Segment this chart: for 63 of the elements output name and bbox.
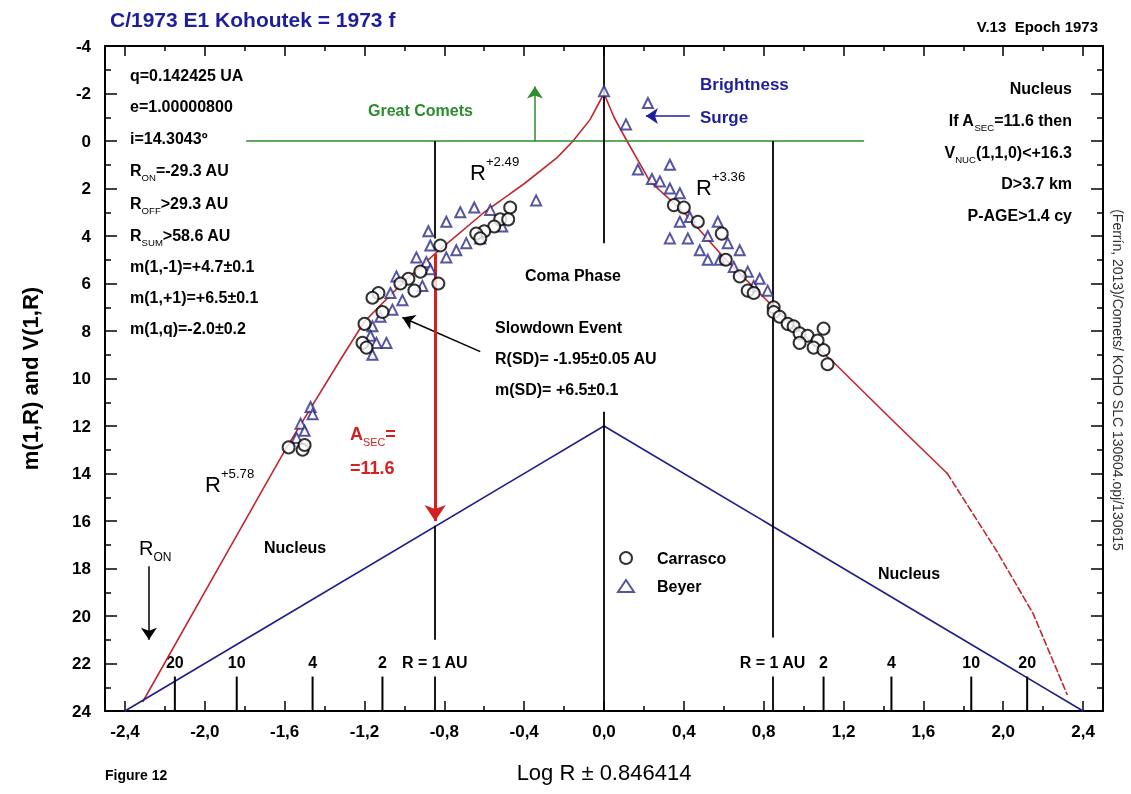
y-tick-label: 22 xyxy=(72,654,91,673)
annotation: R = 1 AU xyxy=(739,653,806,671)
y-tick-label: 20 xyxy=(72,606,91,626)
annotation: m(1,-1)=+4.7±0.1 xyxy=(130,257,255,275)
annotation: m(1,q)=-2.0±0.2 xyxy=(130,319,247,337)
annotation: Nucleus xyxy=(878,564,941,582)
x-tick-label: 0,4 xyxy=(672,722,697,741)
y-tick-label: 0 xyxy=(81,131,91,151)
y-tick-label: 24 xyxy=(72,701,92,721)
annotation: 20 xyxy=(165,653,184,671)
y-tick-label: 2 xyxy=(81,179,91,198)
text: (Ferrín, 2013)/Comets/ KOHO SLC 130604.opj/130615 xyxy=(1110,209,1126,552)
annotation: q=0.142425 UA xyxy=(130,66,244,84)
y-axis-title: m(1,R) and V(1,R) xyxy=(17,286,43,471)
y-tick-label: -4 xyxy=(75,36,92,56)
annotation: e=1.00000800 xyxy=(130,97,233,115)
caption: Figure 12 xyxy=(105,767,168,783)
annotation: 4 xyxy=(886,653,896,671)
annotation: Great Comets xyxy=(368,101,474,119)
x-tick-label: -2,0 xyxy=(190,722,220,741)
y-tick-label: 12 xyxy=(72,416,91,436)
x-tick-label: 0,0 xyxy=(592,722,616,741)
annotation: m(SD)= +6.5±0.1 xyxy=(495,380,619,398)
x-axis-title: Log R ± 0.846414 xyxy=(516,759,692,785)
annotation: Nucleus xyxy=(1009,79,1073,97)
annotation: Brightness Surge xyxy=(700,75,789,127)
x-tick-label: 1,2 xyxy=(831,722,856,741)
annotation: 10 xyxy=(227,653,246,671)
x-tick-label: 2,0 xyxy=(991,722,1016,741)
annotation: 2 xyxy=(819,653,829,671)
annotation: P-AGE>1.4 cy xyxy=(967,206,1073,224)
x-tick-label: -2,4 xyxy=(110,722,141,741)
annotation: Nucleus xyxy=(264,538,327,556)
legend-label: Beyer xyxy=(657,577,702,595)
y-tick-label: 6 xyxy=(81,274,91,293)
annotation: Slowdown Event xyxy=(495,318,623,336)
x-tick-label: 1,6 xyxy=(911,722,936,741)
x-tick-label: 2,4 xyxy=(1071,722,1096,741)
y-tick-label: -2 xyxy=(75,84,91,103)
annotation: m(1,+1)=+6.5±0.1 xyxy=(130,288,259,306)
y-tick-label: 8 xyxy=(81,321,91,341)
annotation: i=14.3043º xyxy=(130,129,208,147)
y-tick-label: 16 xyxy=(72,511,91,531)
y-tick-label: 10 xyxy=(72,369,91,388)
x-tick-label: 0,8 xyxy=(751,722,776,741)
annotation: 4 xyxy=(308,653,318,671)
chart-subtitle: V.13 Epoch 1973 xyxy=(976,18,1098,35)
x-tick-label: -1,6 xyxy=(269,722,300,741)
legend-label: Carrasco xyxy=(657,549,727,567)
chart-title: C/1973 E1 Kohoutek = 1973 f xyxy=(110,8,397,31)
y-tick-label: 18 xyxy=(72,559,91,578)
annotation: D>3.7 km xyxy=(1001,174,1073,192)
x-tick-label: -0,8 xyxy=(429,722,459,741)
annotation: 2 xyxy=(377,653,387,671)
y-tick-label: 14 xyxy=(72,464,92,483)
annotation: R = 1 AU xyxy=(402,653,468,671)
y-tick-label: 4 xyxy=(81,226,92,246)
annotation: Coma Phase xyxy=(524,266,622,284)
annotation: 20 xyxy=(1018,653,1037,671)
x-tick-label: -1,2 xyxy=(349,722,380,741)
x-tick-label: -0,4 xyxy=(509,722,540,741)
annotation: R(SD)= -1.95±0.05 AU xyxy=(495,349,657,367)
annotation: 10 xyxy=(962,653,981,671)
